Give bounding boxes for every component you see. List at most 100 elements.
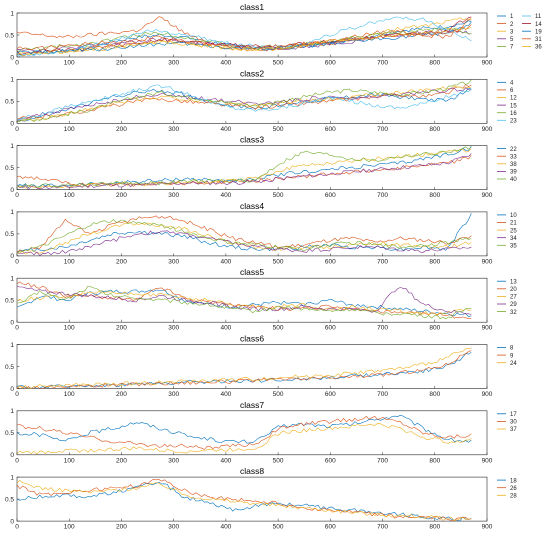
panel-title: class6: [240, 334, 264, 344]
x-tick-label: 200: [116, 192, 127, 199]
legend-label: 10: [510, 213, 517, 219]
legend-label: 13: [510, 279, 517, 285]
panel-class5: class5 0 100 200 300 400 500 600 700 800 900 0 0.5 1 1…: [5, 267, 517, 332]
series-line-33: [17, 154, 472, 187]
y-tick-label: 1: [10, 209, 14, 216]
series-line-25: [17, 221, 472, 255]
x-tick-label: 300: [168, 126, 179, 133]
y-tick-label: 0.5: [5, 364, 14, 371]
x-tick-label: 700: [377, 60, 388, 67]
x-tick-label: 300: [168, 192, 179, 199]
x-tick-label: 100: [64, 524, 75, 531]
panel-title: class5: [240, 267, 264, 277]
x-tick-label: 400: [220, 192, 231, 199]
x-tick-label: 800: [429, 126, 440, 133]
axes-box: [16, 211, 488, 257]
legend-label: 6: [510, 88, 514, 94]
legend-label: 34: [510, 236, 517, 242]
panel-class4: class4 0 100 200 300 400 500 600 700 800 900 0 0.5 1 1…: [5, 201, 517, 266]
x-tick-label: 500: [273, 126, 284, 133]
panel-class6: class6 0 100 200 300 400 500 600 700 800 900 0 0.5 1 8…: [5, 334, 517, 399]
x-tick-label: 900: [482, 60, 493, 67]
legend-label: 19: [535, 29, 542, 35]
x-tick-label: 100: [64, 258, 75, 265]
x-tick-label: 600: [325, 60, 336, 67]
panel-title: class8: [240, 466, 264, 476]
legend-label: 17: [510, 412, 517, 418]
legend-label: 33: [510, 154, 517, 160]
panel-class8: class8 0 100 200 300 400 500 600 700 800 900 0 0.5 1 1…: [5, 466, 517, 530]
series-line-13: [17, 289, 472, 318]
x-tick-label: 400: [220, 391, 231, 398]
x-tick-label: 700: [377, 258, 388, 265]
x-tick-label: 500: [273, 391, 284, 398]
y-tick-label: 0.5: [5, 298, 14, 305]
x-tick-label: 700: [377, 391, 388, 398]
legend-label: 22: [510, 147, 517, 153]
x-tick-label: 500: [273, 325, 284, 332]
x-tick-label: 200: [116, 391, 127, 398]
y-tick-label: 0.5: [5, 99, 14, 106]
legend-label: 28: [510, 494, 517, 500]
x-tick-label: 900: [482, 192, 493, 199]
x-tick-label: 200: [116, 325, 127, 332]
panel-class7: class7 0 100 200 300 400 500 600 700 800 900 0 0.5 1 1…: [5, 400, 517, 465]
legend-label: 1: [510, 14, 514, 20]
x-tick-label: 800: [429, 192, 440, 199]
y-tick-label: 0.5: [5, 496, 14, 503]
legend-label: 12: [510, 96, 517, 102]
legend-label: 25: [510, 228, 517, 234]
legend-label: 2: [510, 22, 514, 28]
series-line-36: [17, 26, 472, 57]
x-tick-label: 0: [15, 192, 19, 199]
y-tick-label: 1: [10, 408, 14, 415]
legend-label: 40: [510, 177, 517, 183]
x-tick-label: 600: [325, 126, 336, 133]
series-line-10: [17, 213, 472, 254]
x-tick-label: 900: [482, 258, 493, 265]
x-tick-label: 100: [64, 192, 75, 199]
y-tick-label: 0: [10, 253, 14, 260]
legend-label: 31: [535, 37, 542, 43]
y-tick-label: 1: [10, 77, 14, 84]
x-tick-label: 600: [325, 258, 336, 265]
x-tick-label: 300: [168, 457, 179, 464]
x-tick-label: 700: [377, 457, 388, 464]
x-tick-label: 0: [15, 457, 19, 464]
panel-class3: class3 0 100 200 300 400 500 600 700 800 900 0 0.5 1 2…: [5, 135, 517, 200]
y-tick-label: 1: [10, 342, 14, 349]
x-tick-label: 400: [220, 126, 231, 133]
legend-label: 11: [535, 14, 542, 20]
legend-label: 23: [510, 119, 517, 125]
x-tick-label: 900: [482, 126, 493, 133]
series-line-19: [17, 21, 472, 55]
series-line-27: [17, 290, 472, 316]
x-tick-label: 800: [429, 391, 440, 398]
x-tick-label: 100: [64, 60, 75, 67]
legend-label: 27: [510, 295, 517, 301]
series-line-22: [17, 145, 472, 188]
series-line-7: [17, 27, 472, 52]
legend-label: 36: [535, 45, 542, 51]
x-tick-label: 600: [325, 325, 336, 332]
x-tick-label: 600: [325, 391, 336, 398]
legend-label: 14: [535, 22, 542, 28]
x-tick-label: 400: [220, 60, 231, 67]
series-line-9: [17, 350, 472, 389]
y-tick-label: 0: [10, 452, 14, 459]
legend-label: 38: [510, 162, 517, 168]
x-tick-label: 200: [116, 457, 127, 464]
x-tick-label: 0: [15, 325, 19, 332]
x-tick-label: 300: [168, 325, 179, 332]
x-tick-label: 900: [482, 457, 493, 464]
series-line-12: [17, 85, 472, 122]
x-tick-label: 100: [64, 457, 75, 464]
x-tick-label: 200: [116, 126, 127, 133]
series-line-35: [17, 218, 472, 254]
legend-label: 39: [510, 170, 517, 176]
panel-title: class3: [240, 135, 264, 145]
legend-label: 20: [510, 287, 517, 293]
x-tick-label: 500: [273, 524, 284, 531]
legend-label: 4: [510, 81, 514, 87]
